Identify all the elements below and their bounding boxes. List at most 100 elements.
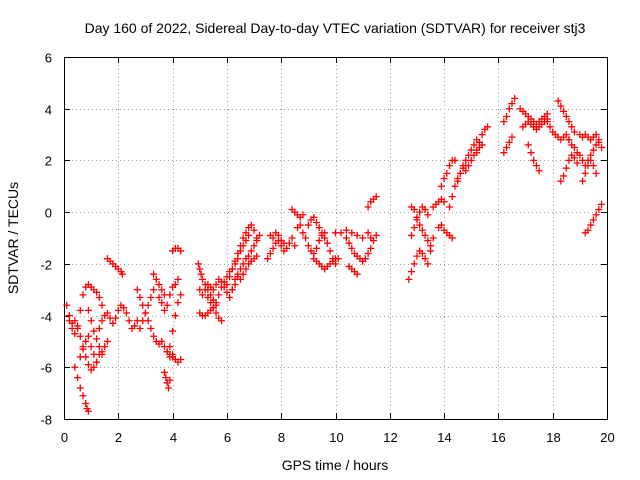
series-arc-30: [310, 255, 342, 273]
data-point: [223, 281, 231, 289]
data-point: [451, 182, 459, 190]
data-point: [150, 286, 158, 294]
series-arc-56: [579, 156, 600, 185]
data-point: [565, 156, 573, 164]
data-point: [239, 234, 247, 242]
data-point: [560, 172, 568, 180]
data-point: [95, 343, 103, 351]
data-point: [576, 151, 584, 159]
data-point: [177, 291, 185, 299]
data-point: [98, 317, 106, 325]
data-point: [269, 244, 277, 252]
data-point: [454, 177, 462, 185]
data-point: [166, 343, 174, 351]
series-arc-20: [204, 283, 225, 312]
data-point: [584, 226, 592, 234]
series-arc-50: [524, 141, 543, 175]
chart-title: Day 160 of 2022, Sidereal Day-to-day VTE…: [85, 20, 586, 36]
data-point: [579, 177, 587, 185]
data-point: [236, 275, 244, 283]
data-point: [348, 244, 356, 252]
data-point: [147, 325, 155, 332]
series-arc-3: [71, 363, 92, 415]
data-point: [76, 353, 84, 361]
data-point: [598, 200, 606, 208]
series-arc-23: [228, 231, 263, 294]
data-point: [212, 281, 220, 289]
data-point: [177, 247, 185, 255]
data-point: [405, 275, 413, 283]
data-point: [93, 335, 101, 343]
data-point: [500, 118, 508, 126]
data-point: [231, 257, 239, 265]
data-point: [109, 319, 117, 327]
data-point: [573, 159, 581, 167]
data-point: [228, 265, 236, 273]
data-point: [503, 112, 511, 120]
data-point: [160, 368, 168, 376]
series-arc-55: [576, 131, 603, 144]
data-point: [570, 128, 578, 136]
data-point: [440, 175, 448, 183]
data-point: [215, 291, 223, 299]
x-tick-label: 12: [383, 430, 397, 445]
data-point: [543, 118, 551, 126]
series-arc-5: [84, 306, 106, 358]
data-point: [372, 231, 380, 239]
data-point: [194, 260, 202, 268]
data-point: [165, 384, 173, 392]
data-point: [511, 94, 519, 102]
data-point: [155, 281, 163, 289]
data-point: [79, 392, 87, 400]
data-point: [413, 213, 421, 221]
data-point: [410, 224, 418, 232]
data-point: [587, 221, 595, 229]
data-point: [76, 384, 84, 392]
data-point: [353, 231, 361, 239]
data-point: [589, 216, 597, 224]
data-point: [98, 350, 106, 358]
data-point: [82, 399, 90, 407]
data-point: [139, 317, 147, 325]
data-point: [443, 169, 451, 177]
data-point: [359, 234, 367, 242]
series-arc-14: [160, 368, 174, 392]
data-point: [337, 229, 345, 237]
series-arc-49: [519, 115, 551, 133]
series-arc-45: [473, 123, 492, 154]
data-point: [74, 374, 82, 382]
y-tick-label: 0: [45, 206, 52, 221]
data-point: [595, 136, 603, 144]
data-point: [234, 250, 242, 258]
series-arc-47: [500, 133, 516, 157]
data-point: [95, 293, 103, 301]
data-point: [283, 244, 291, 252]
data-point: [291, 242, 299, 250]
data-point: [364, 203, 372, 211]
data-point: [247, 247, 255, 255]
series-arc-57: [581, 200, 606, 237]
data-point: [93, 288, 101, 296]
data-point: [255, 231, 263, 239]
series-arc-1: [63, 301, 111, 374]
data-point: [280, 239, 288, 247]
data-point: [424, 260, 432, 268]
data-point: [410, 206, 418, 214]
data-point: [299, 211, 307, 219]
data-point: [560, 107, 568, 115]
series-arc-40: [435, 221, 456, 242]
data-point: [250, 226, 258, 234]
data-point: [565, 118, 573, 126]
y-tick-label: 4: [45, 103, 52, 118]
data-point: [253, 237, 261, 245]
data-point: [353, 270, 361, 278]
x-tick-label: 16: [491, 430, 505, 445]
data-point: [595, 206, 603, 214]
data-point: [68, 325, 76, 332]
data-point: [144, 301, 152, 309]
x-tick-label: 0: [61, 430, 68, 445]
data-point: [456, 169, 464, 177]
data-point: [446, 203, 454, 211]
data-point: [554, 97, 562, 105]
data-point: [326, 247, 334, 255]
